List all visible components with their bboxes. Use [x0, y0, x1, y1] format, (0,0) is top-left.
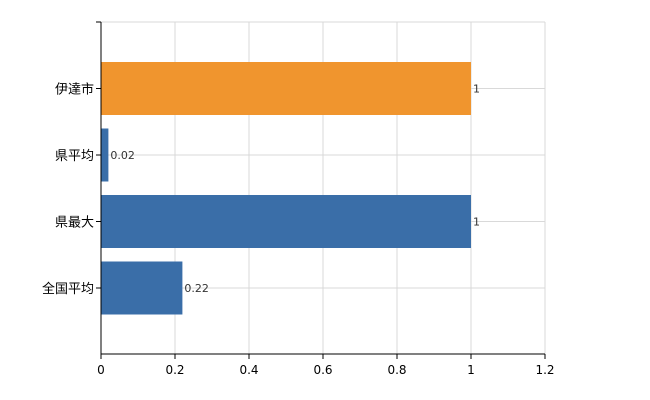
axes	[96, 21, 546, 359]
x-tick-labels: 0 0.2 0.4 0.6 0.8 1 1.2	[97, 363, 554, 377]
x-tick-label: 0.8	[387, 363, 406, 377]
category-label: 全国平均	[42, 281, 94, 297]
category-label: 県平均	[55, 149, 94, 164]
data-label: 1	[473, 83, 480, 96]
bar	[101, 261, 183, 315]
bars	[101, 62, 471, 315]
data-label: 0.02	[110, 149, 134, 162]
data-label: 1	[473, 216, 480, 229]
x-tick-label: 0.6	[313, 363, 332, 377]
data-label: 0.22	[184, 282, 209, 295]
bar	[101, 128, 109, 182]
category-label: 県最大	[55, 216, 94, 231]
x-tick-label: 0.4	[239, 363, 258, 377]
category-label: 伊達市	[55, 82, 94, 98]
x-tick-label: 0.2	[165, 363, 184, 377]
bar	[101, 62, 471, 115]
x-tick-label: 1	[467, 363, 475, 377]
x-tick-label: 0	[97, 363, 105, 377]
x-tick-label: 1.2	[535, 363, 554, 377]
data-labels: 1 0.02 1 0.22	[110, 83, 480, 296]
bar	[101, 195, 471, 248]
